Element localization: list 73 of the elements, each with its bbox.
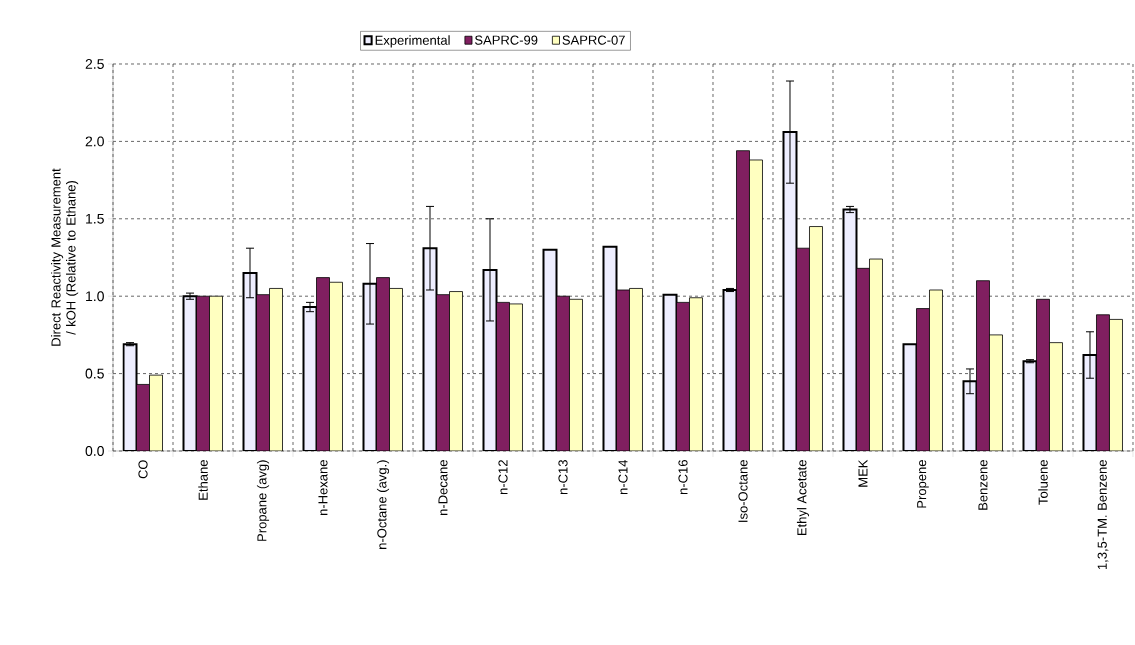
bar (962, 380, 978, 451)
bar (376, 277, 390, 451)
bar (616, 289, 630, 451)
legend-label: SAPRC-99 (475, 35, 538, 45)
y-tick-label: 0.0 (85, 446, 104, 456)
bar (149, 374, 163, 451)
x-tick-label: Ethyl Acetate (796, 460, 810, 536)
y-tick-label: 1.5 (86, 213, 104, 224)
bar (809, 226, 823, 451)
bar (842, 208, 858, 451)
bar (1096, 314, 1110, 451)
bar (449, 291, 463, 451)
bar (929, 289, 943, 451)
bar (869, 258, 883, 451)
bar (182, 295, 198, 451)
bar (256, 294, 270, 451)
x-tick-label: n-C14 (618, 459, 628, 495)
bar (916, 308, 930, 451)
bar (269, 288, 283, 451)
bar (196, 295, 210, 451)
bar (976, 280, 990, 451)
bar (1036, 298, 1050, 451)
y-tick-label: 2.5 (85, 59, 104, 69)
legend-label: SAPRC-07 (562, 35, 625, 45)
bar (749, 159, 763, 451)
bar (629, 288, 643, 451)
x-tick-label: n-C13 (558, 460, 568, 495)
bar (242, 271, 258, 451)
x-tick-label: Propane (avg) (256, 460, 270, 541)
bar (1082, 354, 1098, 451)
bar (542, 248, 558, 451)
x-tick-label: n-Hexane (318, 460, 328, 516)
x-tick-label: CO (138, 460, 148, 479)
x-tick-label: n-Decane (438, 460, 448, 516)
x-tick-label: n-C16 (678, 460, 688, 495)
bar (676, 301, 690, 451)
x-tick-label: Ethane (198, 460, 208, 500)
bar (496, 301, 510, 451)
bar (1049, 342, 1063, 451)
bar (509, 303, 523, 451)
bar (569, 298, 583, 451)
x-tick-label: n-Octane (avg.) (376, 460, 390, 549)
legend-label: Experimental (375, 35, 450, 48)
bar (209, 295, 223, 451)
x-tick-label: Propene (917, 460, 929, 508)
x-tick-label: n-C12 (498, 460, 508, 495)
bar (556, 295, 570, 451)
bar (736, 150, 750, 451)
bar (122, 343, 138, 451)
bar (782, 131, 798, 451)
bar (316, 277, 330, 451)
bar (329, 281, 343, 451)
bar (302, 306, 318, 451)
x-tick-label: Iso-Octane (738, 460, 748, 522)
bar (722, 289, 738, 451)
y-tick-label: 0.5 (85, 368, 104, 379)
y-axis-title: Direct Reactivity Measurement / kOH (Relative to Ethane) (51, 168, 79, 346)
bar (989, 334, 1003, 451)
y-tick-label: 2.0 (85, 136, 104, 147)
x-tick-label: 1,3,5-TM. Benzene (1097, 460, 1109, 570)
bar (689, 297, 703, 451)
bar (796, 247, 810, 451)
y-tick-label: 1.0 (86, 291, 104, 302)
x-tick-label: MEK (858, 459, 868, 487)
bar (422, 247, 438, 451)
bar (1022, 360, 1038, 451)
x-tick-label: Toluene (1038, 460, 1048, 505)
bar (136, 384, 150, 451)
bar (856, 267, 870, 451)
bar (436, 294, 450, 451)
x-tick-label: Benzene (978, 460, 988, 510)
bar (1109, 319, 1123, 451)
bar (389, 288, 403, 451)
